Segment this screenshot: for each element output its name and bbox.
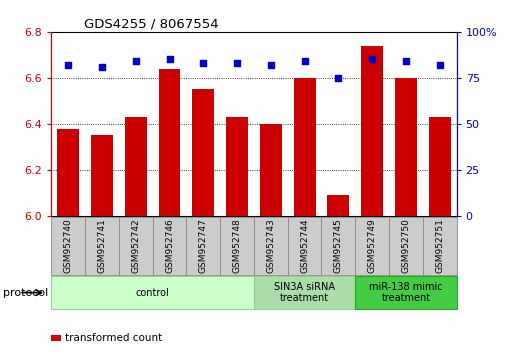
FancyBboxPatch shape bbox=[254, 276, 355, 309]
Bar bbox=[57, 129, 79, 216]
FancyBboxPatch shape bbox=[322, 217, 355, 275]
Text: protocol: protocol bbox=[4, 287, 49, 298]
Bar bbox=[395, 78, 417, 216]
Text: miR-138 mimic
treatment: miR-138 mimic treatment bbox=[369, 282, 443, 303]
Point bbox=[301, 58, 309, 64]
Point bbox=[436, 62, 444, 68]
FancyBboxPatch shape bbox=[355, 276, 457, 309]
Bar bbox=[327, 195, 349, 216]
Text: GSM952747: GSM952747 bbox=[199, 218, 208, 273]
Point bbox=[402, 58, 410, 64]
Text: control: control bbox=[136, 287, 169, 298]
Point bbox=[334, 75, 343, 81]
Bar bbox=[91, 136, 113, 216]
FancyBboxPatch shape bbox=[355, 217, 389, 275]
Bar bbox=[260, 124, 282, 216]
Text: GSM952749: GSM952749 bbox=[368, 218, 377, 273]
Text: GSM952746: GSM952746 bbox=[165, 218, 174, 273]
Point bbox=[132, 58, 140, 64]
Point bbox=[98, 64, 106, 70]
Text: GSM952744: GSM952744 bbox=[300, 218, 309, 273]
Bar bbox=[125, 117, 147, 216]
Text: GSM952742: GSM952742 bbox=[131, 218, 140, 273]
FancyBboxPatch shape bbox=[186, 217, 220, 275]
Text: GSM952745: GSM952745 bbox=[334, 218, 343, 273]
FancyBboxPatch shape bbox=[288, 217, 322, 275]
Point bbox=[64, 62, 72, 68]
Bar bbox=[192, 90, 214, 216]
FancyBboxPatch shape bbox=[423, 217, 457, 275]
Point bbox=[267, 62, 275, 68]
FancyBboxPatch shape bbox=[152, 217, 186, 275]
Point bbox=[165, 57, 173, 62]
Text: GSM952750: GSM952750 bbox=[401, 218, 410, 273]
FancyBboxPatch shape bbox=[51, 217, 85, 275]
Bar bbox=[293, 78, 315, 216]
Bar bbox=[361, 46, 383, 216]
Bar bbox=[429, 117, 450, 216]
Point bbox=[368, 57, 376, 62]
FancyBboxPatch shape bbox=[119, 217, 152, 275]
Text: GDS4255 / 8067554: GDS4255 / 8067554 bbox=[84, 18, 219, 31]
Text: GSM952743: GSM952743 bbox=[266, 218, 275, 273]
Point bbox=[233, 60, 241, 66]
Text: GSM952741: GSM952741 bbox=[97, 218, 107, 273]
Text: GSM952751: GSM952751 bbox=[435, 218, 444, 273]
Text: transformed count: transformed count bbox=[65, 333, 162, 343]
Text: GSM952748: GSM952748 bbox=[232, 218, 242, 273]
Bar bbox=[159, 69, 181, 216]
FancyBboxPatch shape bbox=[85, 217, 119, 275]
Bar bbox=[226, 117, 248, 216]
Point bbox=[199, 60, 207, 66]
Text: GSM952740: GSM952740 bbox=[64, 218, 73, 273]
FancyBboxPatch shape bbox=[254, 217, 288, 275]
Text: SIN3A siRNA
treatment: SIN3A siRNA treatment bbox=[274, 282, 335, 303]
FancyBboxPatch shape bbox=[389, 217, 423, 275]
FancyBboxPatch shape bbox=[220, 217, 254, 275]
FancyBboxPatch shape bbox=[51, 276, 254, 309]
